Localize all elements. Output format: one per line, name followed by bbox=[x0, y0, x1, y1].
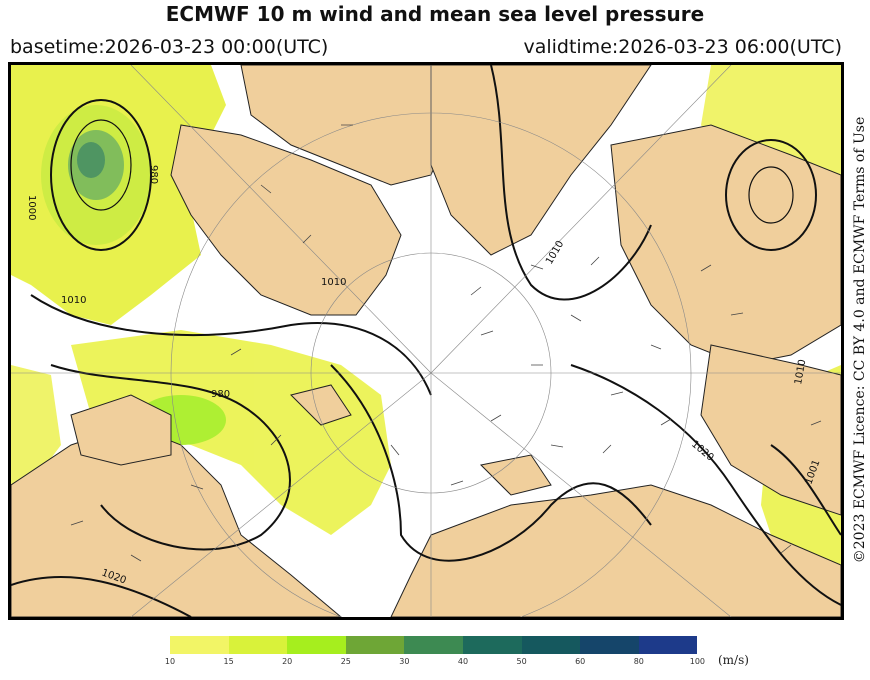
colorbar-bin bbox=[287, 636, 346, 654]
isobar-label: 980 bbox=[148, 165, 159, 184]
colorbar-tick-label: 80 bbox=[633, 657, 644, 666]
colorbar-unit: (m/s) bbox=[718, 653, 749, 667]
basetime-label: basetime:2026-03-23 00:00(UTC) bbox=[10, 36, 329, 58]
isobar-label: 1020 bbox=[689, 439, 716, 464]
colorbar-tick-label: 10 bbox=[164, 657, 176, 666]
colorbar-tick-label: 50 bbox=[516, 657, 527, 666]
colorbar-tick-label: 40 bbox=[457, 657, 469, 666]
colorbar-tick-label: 100 bbox=[689, 657, 706, 666]
isobar-label: 1000 bbox=[26, 195, 37, 220]
licence-text: ©2023 ECMWF Licence: CC BY 4.0 and ECMWF… bbox=[852, 116, 868, 564]
isobar-label: 1010 bbox=[793, 359, 808, 386]
map-canvas: 1000 980 1010 1010 1010 980 1020 1020 10… bbox=[11, 65, 841, 617]
colorbar-bin bbox=[463, 636, 522, 654]
colorbar-bin bbox=[404, 636, 463, 654]
isobar-labels: 1000 980 1010 1010 1010 980 1020 1020 10… bbox=[26, 165, 823, 587]
colorbar-bin bbox=[228, 636, 288, 654]
colorbar-tick-label: 60 bbox=[575, 657, 586, 666]
colorbar-tick-label: 30 bbox=[399, 657, 410, 666]
isobar-label: 1010 bbox=[61, 295, 86, 306]
colorbar-bin bbox=[170, 636, 229, 654]
colorbar-bin bbox=[580, 636, 639, 654]
isobars bbox=[11, 65, 841, 617]
colorbar-bin bbox=[345, 636, 405, 654]
isobar-label: 1010 bbox=[544, 239, 566, 267]
colorbar-bin bbox=[638, 636, 698, 654]
colorbar-tick-label: 25 bbox=[340, 657, 351, 666]
chart-title: ECMWF 10 m wind and mean sea level press… bbox=[165, 2, 705, 26]
map-frame[interactable]: 1000 980 1010 1010 1010 980 1020 1020 10… bbox=[8, 62, 844, 620]
colorbar-tick-label: 15 bbox=[223, 657, 234, 666]
isobar-label: 980 bbox=[211, 389, 230, 400]
colorbar-bin bbox=[521, 636, 581, 654]
colorbar bbox=[170, 636, 698, 654]
graticule bbox=[11, 65, 841, 617]
wind-arrows bbox=[70, 124, 822, 562]
colorbar-tick-label: 20 bbox=[282, 657, 293, 666]
validtime-label: validtime:2026-03-23 06:00(UTC) bbox=[523, 36, 842, 58]
isobar-label: 1010 bbox=[321, 277, 346, 288]
